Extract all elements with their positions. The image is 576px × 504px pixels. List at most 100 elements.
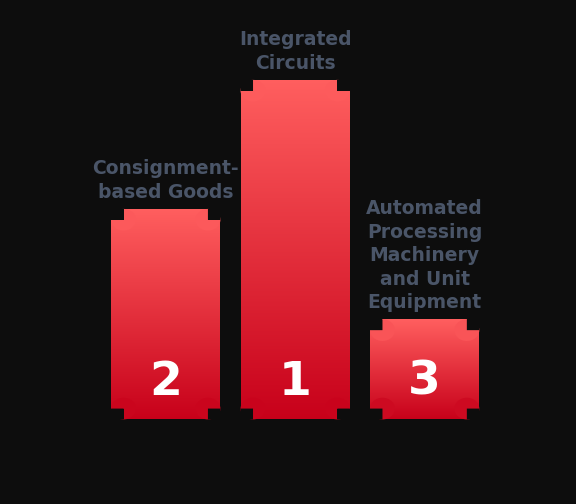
Bar — [111, 257, 221, 258]
Bar — [111, 245, 221, 246]
Bar — [241, 141, 350, 142]
Bar — [241, 189, 350, 190]
Bar — [241, 128, 350, 129]
Bar — [111, 275, 221, 276]
Bar — [370, 360, 479, 361]
Bar — [241, 288, 350, 289]
Bar — [111, 400, 221, 401]
Bar — [241, 143, 350, 145]
Bar — [241, 166, 350, 167]
Bar — [370, 391, 479, 392]
Bar — [241, 328, 350, 330]
Bar — [111, 237, 221, 238]
Bar — [241, 277, 350, 278]
Bar — [241, 385, 350, 386]
Bar — [241, 210, 350, 211]
Bar — [370, 383, 479, 384]
Bar — [370, 417, 479, 418]
Circle shape — [454, 398, 479, 419]
Bar — [241, 163, 350, 164]
Circle shape — [111, 398, 136, 419]
Bar — [370, 372, 479, 373]
Bar — [241, 116, 350, 117]
Bar — [241, 200, 350, 201]
Bar — [208, 209, 221, 220]
Bar — [370, 324, 479, 325]
Bar — [241, 394, 350, 395]
Bar — [111, 366, 221, 367]
Bar — [241, 262, 350, 263]
Bar — [111, 403, 221, 404]
Bar — [111, 304, 221, 305]
Bar — [241, 140, 350, 141]
Bar — [111, 376, 221, 377]
Bar — [111, 274, 221, 275]
Bar — [241, 257, 350, 258]
Bar — [241, 374, 350, 375]
Bar — [111, 291, 221, 292]
Bar — [370, 396, 479, 397]
Bar — [111, 224, 221, 225]
Bar — [370, 384, 479, 385]
Bar — [241, 316, 350, 317]
Bar — [370, 369, 479, 370]
Bar — [241, 264, 350, 265]
Bar — [370, 378, 479, 379]
Bar — [241, 285, 350, 286]
Bar — [111, 250, 221, 251]
Bar — [241, 313, 350, 314]
Bar — [111, 333, 221, 334]
Bar — [241, 327, 350, 328]
Bar — [370, 333, 479, 334]
Polygon shape — [111, 409, 124, 419]
Bar — [370, 412, 479, 413]
Bar — [370, 357, 479, 358]
Bar — [370, 395, 479, 396]
Bar — [370, 391, 479, 392]
Bar — [111, 322, 221, 323]
Bar — [111, 367, 221, 368]
Bar — [241, 404, 350, 405]
Bar — [111, 209, 221, 210]
Bar — [111, 210, 221, 211]
Bar — [241, 170, 350, 171]
Bar — [241, 390, 350, 392]
Bar — [241, 340, 350, 341]
Bar — [370, 394, 479, 395]
Bar — [241, 180, 350, 181]
Bar — [241, 83, 350, 84]
Bar — [241, 247, 350, 248]
Bar — [111, 401, 221, 402]
Bar — [370, 379, 479, 380]
Bar — [111, 328, 221, 329]
Bar — [111, 232, 221, 233]
Bar — [370, 411, 479, 412]
Bar — [111, 253, 221, 254]
Bar — [370, 365, 479, 366]
Bar — [241, 122, 350, 123]
Bar — [241, 323, 350, 324]
Bar — [111, 244, 221, 245]
Bar — [111, 354, 221, 355]
Bar — [370, 327, 479, 328]
Bar — [241, 357, 350, 358]
Bar — [241, 98, 350, 99]
Bar — [111, 283, 221, 284]
Bar — [370, 394, 479, 395]
Bar — [370, 376, 479, 377]
Bar — [241, 334, 350, 335]
Bar — [241, 101, 350, 102]
Bar — [370, 392, 479, 393]
Bar — [370, 331, 479, 332]
Bar — [111, 225, 221, 226]
Bar — [370, 319, 382, 330]
Bar — [111, 402, 221, 403]
Bar — [241, 226, 350, 227]
Bar — [241, 232, 350, 233]
Bar — [111, 318, 221, 319]
Bar — [370, 361, 479, 362]
Bar — [241, 168, 350, 169]
Bar — [111, 340, 221, 341]
Bar — [370, 402, 479, 403]
Bar — [241, 235, 350, 236]
